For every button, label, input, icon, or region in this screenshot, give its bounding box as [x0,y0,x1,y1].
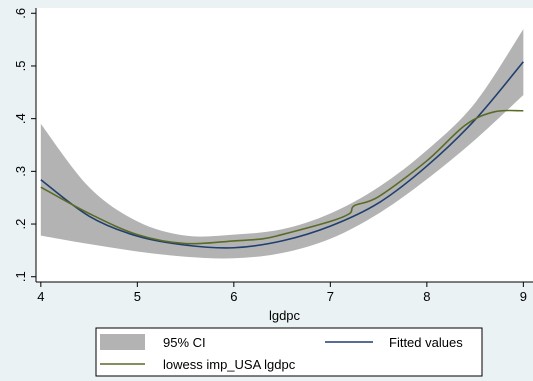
x-axis-title: lgdpc [269,308,301,323]
legend-box [95,327,483,377]
legend-swatch-ci [100,334,145,350]
y-tick-label: .5 [13,61,28,72]
y-tick-label: .3 [13,166,28,177]
x-tick-label: 9 [520,289,527,304]
legend-label-lowess: lowess imp_USA lgdpc [163,357,296,372]
x-tick-label: 8 [423,289,430,304]
y-tick-label: .6 [13,8,28,19]
fitted-values-line [40,61,524,249]
ci-band-layer [40,29,524,259]
x-tick-label: 4 [37,289,44,304]
x-tick-label: 5 [134,289,141,304]
series-line-layer [40,61,524,249]
y-tick-label: .1 [13,271,28,282]
ci-band [40,29,524,259]
x-tick-label: 6 [230,289,237,304]
y-ticks: .1 .2 .3 .4 .5 .6 [13,8,36,282]
lowess-line [40,109,524,245]
legend-label-fitted: Fitted values [389,335,463,350]
x-ticks: 4 5 6 7 8 9 [37,282,527,304]
y-tick-label: .4 [13,113,28,124]
x-tick-label: 7 [327,289,334,304]
legend-label-ci: 95% CI [163,335,206,350]
y-tick-label: .2 [13,219,28,230]
